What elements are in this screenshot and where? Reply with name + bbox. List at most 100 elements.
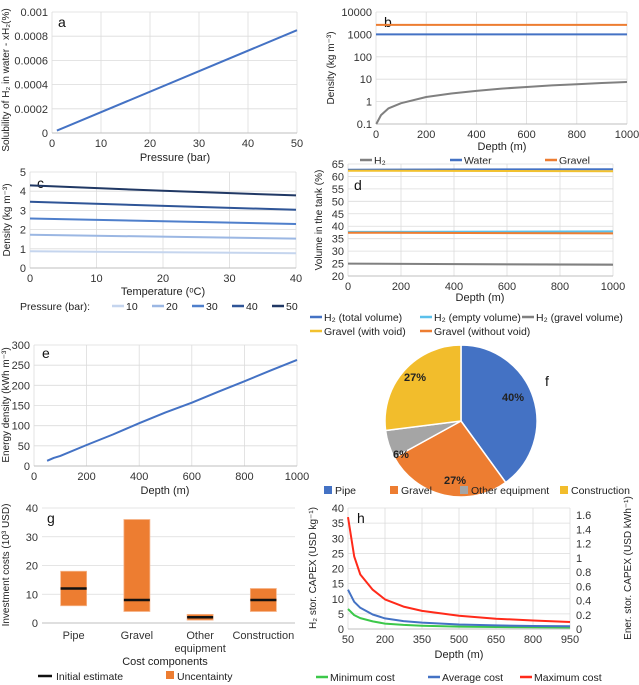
pie-slice-gravel <box>393 420 507 498</box>
legend-label: 10 <box>126 301 138 313</box>
panel-b: 0.1 1 10 100 1000 10000 0 200 400 600 800 1000 b Dept… <box>326 7 639 167</box>
legend-label: 50 <box>286 301 298 313</box>
y-right-tick-label: 0.6 <box>576 581 591 593</box>
legend-label: Average cost <box>442 672 503 684</box>
y-tick-label: 40 <box>332 221 344 233</box>
x-tick-label: 400 <box>130 471 148 483</box>
panel-g: 0 10 20 30 40 g Cost components Investment cost… <box>1 503 295 683</box>
series-line-minimum-cost <box>347 608 571 629</box>
x-tick-label: 800 <box>568 129 586 141</box>
pie-data-label: 27% <box>404 372 426 384</box>
y-tick-label: 0 <box>338 624 344 636</box>
y-axis-title: Volume in the tank (%) <box>314 170 325 271</box>
y-axis-title: Energy density (kWh m⁻³) <box>1 347 12 462</box>
x-tick-label: 40 <box>290 273 302 285</box>
legend-swatch <box>390 486 398 494</box>
panel-f: 40% 27% 6% 27% f Pipe Gravel Other equipment Con… <box>324 344 630 498</box>
y-right-tick-label: 1 <box>576 553 582 565</box>
pie-data-label: 27% <box>444 475 466 487</box>
x-tick-label: 200 <box>417 129 435 141</box>
y-right-tick-label: 1.2 <box>576 539 591 551</box>
x-tick-label: 50 <box>342 634 354 646</box>
series-line-30 <box>29 217 297 225</box>
y-right-tick-label: 0.4 <box>576 596 591 608</box>
y-tick-label: 100 <box>354 52 372 64</box>
x-tick-label: 20 <box>157 273 169 285</box>
y-right-tick-label: 1.4 <box>576 524 591 536</box>
y-tick-label: 35 <box>332 234 344 246</box>
x-tick-label: 600 <box>517 129 535 141</box>
y-tick-label: 20 <box>332 564 344 576</box>
category-label: Construction <box>232 630 294 642</box>
series-line-h-gravel-volume- <box>347 262 614 266</box>
legend-swatch <box>324 486 332 494</box>
legend-swatch <box>560 486 568 494</box>
y-tick-label: 45 <box>332 209 344 221</box>
y-tick-label: 1 <box>366 97 372 109</box>
legend-initial-label: Initial estimate <box>56 671 123 683</box>
x-tick-label: 600 <box>498 281 516 293</box>
legend-label: Construction <box>571 485 630 497</box>
panel-a: 0 0.0002 0.0004 0.0006 0.0008 0.001 0 10 20 30 40 5… <box>1 7 303 164</box>
panel-letter: b <box>384 14 392 30</box>
y-tick-label: 250 <box>12 360 30 372</box>
series-line-0 <box>46 358 298 462</box>
panel-letter: d <box>354 177 362 193</box>
y-right-tick-label: 0 <box>576 624 582 636</box>
y-tick-label: 0.0006 <box>14 55 48 67</box>
panel-letter: h <box>357 510 365 526</box>
series-line-0 <box>56 29 298 132</box>
y-tick-label: 65 <box>332 159 344 171</box>
y-tick-label: 40 <box>332 503 344 515</box>
legend-label: H₂ (total volume) <box>324 312 402 324</box>
y-axis-title: Density (kg m⁻³) <box>326 31 337 104</box>
y-tick-label: 55 <box>332 184 344 196</box>
series-line-gravel-with-void- <box>347 169 614 173</box>
category-label: Gravel <box>121 630 153 642</box>
legend-label: Gravel <box>559 155 590 167</box>
x-tick-label: 500 <box>450 634 468 646</box>
y-tick-label: 20 <box>26 561 38 573</box>
y-tick-label: 1 <box>20 244 26 256</box>
x-tick-label: 0 <box>27 273 33 285</box>
series-line-maximum-cost <box>347 516 571 623</box>
x-tick-label: 10 <box>95 138 107 150</box>
y-tick-label: 20 <box>332 271 344 283</box>
x-axis-title: Pressure (bar) <box>140 152 210 164</box>
y-tick-label: 0.0002 <box>14 104 48 116</box>
y-tick-label: 35 <box>332 518 344 530</box>
y-tick-label: 40 <box>26 503 38 515</box>
legend-label: Water <box>464 155 492 167</box>
panel-letter: c <box>37 175 44 191</box>
y-right-tick-label: 0.8 <box>576 567 591 579</box>
y-tick-label: 5 <box>20 167 26 179</box>
legend-uncertainty-label: Uncentainty <box>177 671 233 683</box>
y-tick-label: 0.001 <box>20 7 48 19</box>
y-tick-label: 25 <box>332 548 344 560</box>
x-tick-label: 50 <box>291 138 303 150</box>
legend-label: 30 <box>206 301 218 313</box>
x-tick-label: 0 <box>31 471 37 483</box>
x-tick-label: 200 <box>392 281 410 293</box>
x-tick-label: 800 <box>524 634 542 646</box>
y-tick-label: 100 <box>12 421 30 433</box>
x-axis-title: Depth (m) <box>435 649 484 661</box>
series-line-h-total-volume- <box>347 168 614 171</box>
x-tick-label: 400 <box>445 281 463 293</box>
y-tick-label: 0.1 <box>357 119 372 131</box>
y-tick-label: 30 <box>332 246 344 258</box>
y-tick-label: 150 <box>12 401 30 413</box>
y-tick-label: 15 <box>332 579 344 591</box>
y-tick-label: 2 <box>20 225 26 237</box>
pie-slice-construction <box>384 344 462 432</box>
x-tick-label: 1000 <box>285 471 309 483</box>
x-axis-title: Depth (m) <box>141 485 190 497</box>
legend-label: Pipe <box>335 485 356 497</box>
x-tick-label: 40 <box>242 138 254 150</box>
x-axis-title: Cost components <box>122 656 208 668</box>
legend-label: Minimum cost <box>330 672 395 684</box>
y-right-tick-label: 1.6 <box>576 510 591 522</box>
